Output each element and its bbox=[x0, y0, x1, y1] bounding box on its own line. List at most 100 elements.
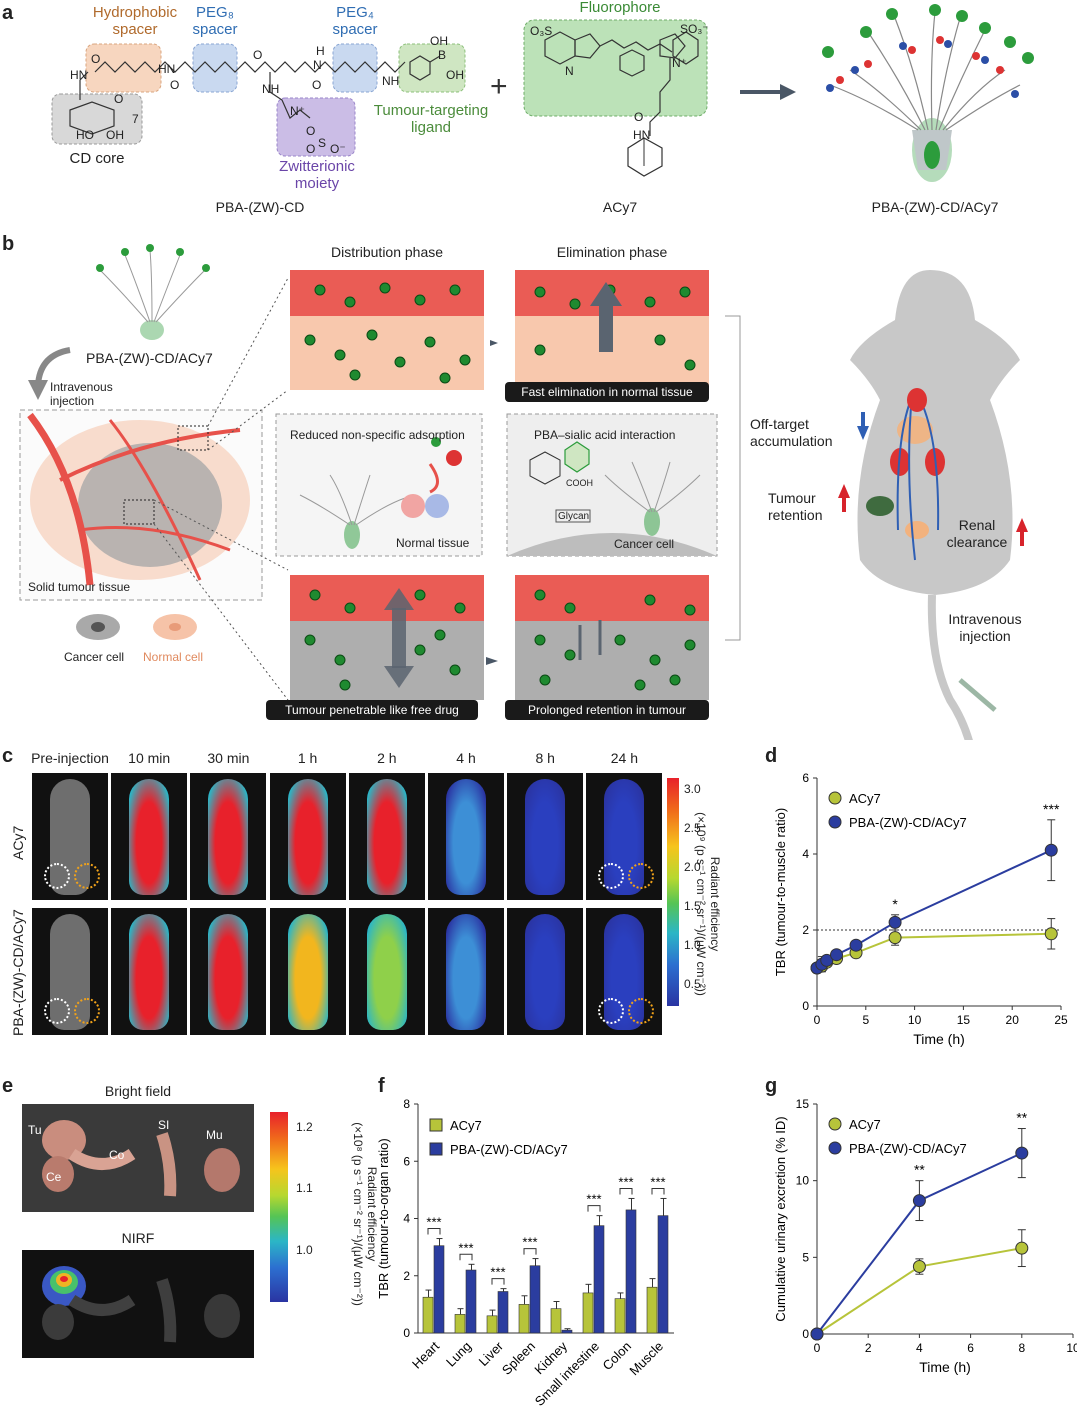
panel-b-label: b bbox=[2, 233, 15, 255]
bar bbox=[646, 1286, 658, 1334]
bright-field-title: Bright field bbox=[104, 1083, 172, 1099]
bar bbox=[582, 1292, 594, 1334]
probe-icon bbox=[96, 244, 210, 340]
organ-label-co: Co bbox=[109, 1148, 125, 1162]
panel-e-label: e bbox=[2, 1075, 14, 1097]
nirf-image bbox=[22, 1250, 254, 1358]
roi-circle-muscle bbox=[74, 863, 100, 889]
y-tick-label: 0 bbox=[403, 1326, 410, 1340]
mouse-silhouette bbox=[446, 779, 486, 895]
chem-label: HN bbox=[70, 68, 88, 82]
significance-marker: *** bbox=[490, 1265, 505, 1280]
data-point bbox=[1015, 1146, 1029, 1160]
mouse-silhouette bbox=[287, 779, 328, 895]
chem-label: O bbox=[253, 48, 263, 62]
data-point bbox=[810, 1327, 824, 1341]
pba-sialic-box bbox=[506, 413, 718, 557]
chem-label: HN bbox=[633, 128, 651, 142]
significance-bracket bbox=[523, 1248, 537, 1255]
chart-f: 0 2 4 6 8 TBR (tumour-to-organ ratio) *** Heart… bbox=[378, 1097, 674, 1409]
off-target-label: Off-target accumulation bbox=[750, 416, 833, 449]
colorbar-c-tick: 0.5 bbox=[684, 977, 701, 991]
chem-label: O bbox=[91, 52, 101, 66]
iv-injection-left: Intravenous injection bbox=[50, 380, 113, 408]
mouse-diagram bbox=[850, 270, 1020, 740]
organ-label-tu: Tu bbox=[28, 1123, 42, 1137]
renal-clearance-label: Renal clearance bbox=[946, 517, 1008, 550]
legend-label: ACy7 bbox=[450, 1118, 482, 1133]
panel-a-label: a bbox=[2, 2, 14, 24]
bar bbox=[454, 1314, 466, 1334]
chem-label: O⁻ bbox=[330, 142, 346, 156]
compound-complex: PBA-(ZW)-CD/ACy7 bbox=[871, 199, 999, 215]
significance-bracket bbox=[459, 1253, 473, 1261]
tumour-targeting-label: Tumour-targeting ligand bbox=[373, 102, 489, 136]
bar bbox=[614, 1298, 626, 1334]
y-tick-label: 8 bbox=[403, 1097, 410, 1111]
legend-label: PBA-(ZW)-CD/ACy7 bbox=[450, 1142, 568, 1157]
legend-label: PBA-(ZW)-CD/ACy7 bbox=[849, 815, 967, 830]
x-tick-label: 0 bbox=[814, 1341, 821, 1355]
panel-f-label: f bbox=[378, 1075, 385, 1097]
legend-marker bbox=[828, 815, 842, 829]
x-tick-label: 4 bbox=[916, 1341, 923, 1355]
off-target-down-arrow bbox=[857, 426, 869, 440]
sialic-probe bbox=[529, 441, 701, 536]
mouse-silhouette bbox=[129, 914, 170, 1030]
chem-label: O₃S bbox=[530, 24, 553, 38]
colorbar-e-tick: 1.2 bbox=[296, 1120, 313, 1134]
chart-d: 0 2 4 6 0 5 10 15 20 25 Time (h) TBR (tumour-to-mus… bbox=[773, 771, 1068, 1047]
cancer-cell-box-label: Cancer cell bbox=[614, 537, 675, 551]
legend-marker bbox=[429, 1118, 443, 1132]
chem-label: OH bbox=[106, 128, 124, 142]
y-tick-label: 0 bbox=[802, 1327, 809, 1341]
colorbar-c-tick: 3.0 bbox=[684, 782, 701, 796]
category-label: Lung bbox=[443, 1339, 474, 1370]
row-label-acy7: ACy7 bbox=[10, 825, 26, 860]
compound-acy7: ACy7 bbox=[602, 199, 638, 215]
plus-sign: + bbox=[490, 70, 508, 103]
chem-label: 7 bbox=[132, 112, 139, 126]
x-tick-label: 20 bbox=[1006, 1013, 1020, 1027]
significance-bracket bbox=[587, 1205, 601, 1212]
pba-sialic-title: PBA–sialic acid interaction bbox=[534, 428, 676, 442]
nir-mouse-image bbox=[111, 908, 188, 1035]
x-axis-label: Time (h) bbox=[913, 1031, 965, 1047]
mouse-silhouette bbox=[525, 779, 566, 895]
significance-marker: ** bbox=[1016, 1110, 1027, 1126]
y-tick-label: 0 bbox=[802, 999, 809, 1013]
nanostructure-a bbox=[822, 4, 1034, 182]
timepoint-header: 24 h bbox=[610, 750, 639, 766]
compound-pba-zw-cd: PBA-(ZW)-CD bbox=[215, 199, 305, 215]
data-point bbox=[1044, 843, 1058, 857]
data-point bbox=[1044, 927, 1058, 941]
data-point bbox=[849, 938, 863, 952]
nir-mouse-image bbox=[190, 773, 267, 900]
significance-marker: *** bbox=[586, 1192, 601, 1207]
distribution-phase-title: Distribution phase bbox=[330, 244, 444, 260]
significance-marker: *** bbox=[618, 1174, 633, 1189]
chem-label: N bbox=[565, 64, 574, 78]
category-label: Muscle bbox=[626, 1339, 666, 1379]
nirf-title: NIRF bbox=[121, 1230, 155, 1246]
x-axis-label: Time (h) bbox=[919, 1359, 971, 1375]
roi-circle-muscle bbox=[628, 863, 655, 889]
y-axis-label: Cumulative urinary excretion (% ID) bbox=[773, 1116, 788, 1321]
data-point bbox=[820, 953, 834, 967]
significance-bracket bbox=[427, 1228, 441, 1235]
normal-tissue-label: Normal tissue bbox=[396, 536, 470, 550]
bar bbox=[518, 1304, 530, 1334]
data-point bbox=[888, 931, 902, 945]
chem-label: NH bbox=[262, 82, 280, 96]
nir-mouse-image bbox=[507, 908, 584, 1035]
mouse-silhouette bbox=[208, 779, 249, 895]
y-tick-label: 6 bbox=[802, 771, 809, 785]
chem-label: O bbox=[312, 78, 322, 92]
glycan-label: Glycan bbox=[558, 511, 590, 522]
bar bbox=[465, 1269, 477, 1334]
category-label: Spleen bbox=[499, 1339, 538, 1378]
roi-circle-tumour bbox=[44, 863, 70, 889]
timepoint-header: 2 h bbox=[377, 750, 397, 766]
colorbar-c-tick: 2.5 bbox=[684, 821, 701, 835]
renal-clearance-up-arrow bbox=[1016, 518, 1028, 532]
